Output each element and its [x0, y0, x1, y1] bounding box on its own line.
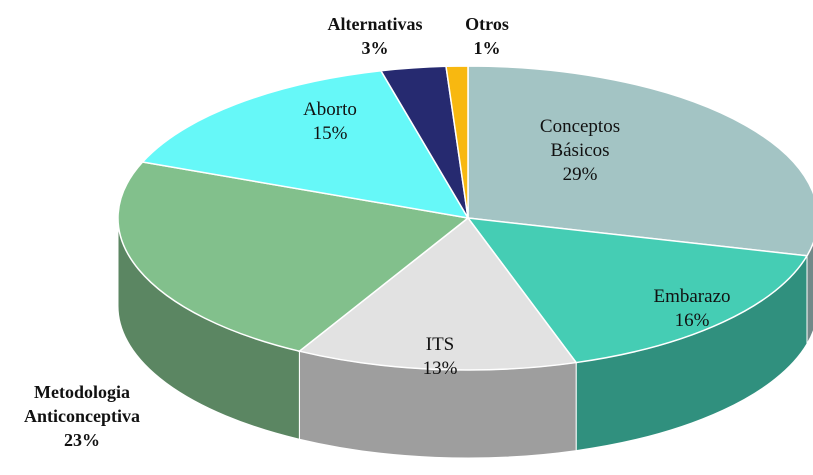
slice	[141, 69, 470, 220]
slice	[445, 65, 469, 219]
category-label: Embarazo	[653, 286, 730, 307]
slice	[466, 217, 809, 364]
value-label: 29%	[563, 164, 598, 185]
label-line: Aborto	[303, 99, 357, 120]
category-label: Alternativas	[328, 14, 423, 34]
category-label: Conceptos Básicos	[540, 116, 620, 161]
category-label: ITS	[426, 334, 455, 355]
label-line: Otros	[465, 14, 509, 34]
category-label: Metodologia Anticonceptiva	[24, 382, 140, 426]
data-label: ITS 13%	[423, 334, 458, 379]
data-label: Otros 1%	[465, 14, 509, 58]
label-line: Anticonceptiva	[24, 406, 140, 426]
slice	[117, 161, 470, 353]
label-line: Embarazo	[653, 286, 730, 307]
label-line: Alternativas	[328, 14, 423, 34]
value-label: 23%	[64, 430, 100, 450]
value-label: 13%	[423, 358, 458, 379]
value-label: 3%	[362, 38, 389, 58]
data-label: Metodologia Anticonceptiva 23%	[24, 382, 140, 450]
value-label: 15%	[313, 123, 348, 144]
data-label: Conceptos Básicos 29%	[540, 116, 620, 185]
data-label: Aborto 15%	[303, 99, 357, 144]
category-label: Aborto	[303, 99, 357, 120]
label-line: ITS	[426, 334, 455, 355]
label-line: Básicos	[550, 140, 609, 161]
slice	[467, 65, 813, 257]
value-label: 1%	[474, 38, 501, 58]
label-line: Conceptos	[540, 116, 620, 137]
category-label: Otros	[465, 14, 509, 34]
value-label: 16%	[675, 310, 710, 331]
label-line: Metodologia	[34, 382, 130, 402]
data-label: Alternativas 3%	[328, 14, 423, 58]
data-label: Embarazo 16%	[653, 286, 730, 331]
slice	[297, 216, 578, 371]
